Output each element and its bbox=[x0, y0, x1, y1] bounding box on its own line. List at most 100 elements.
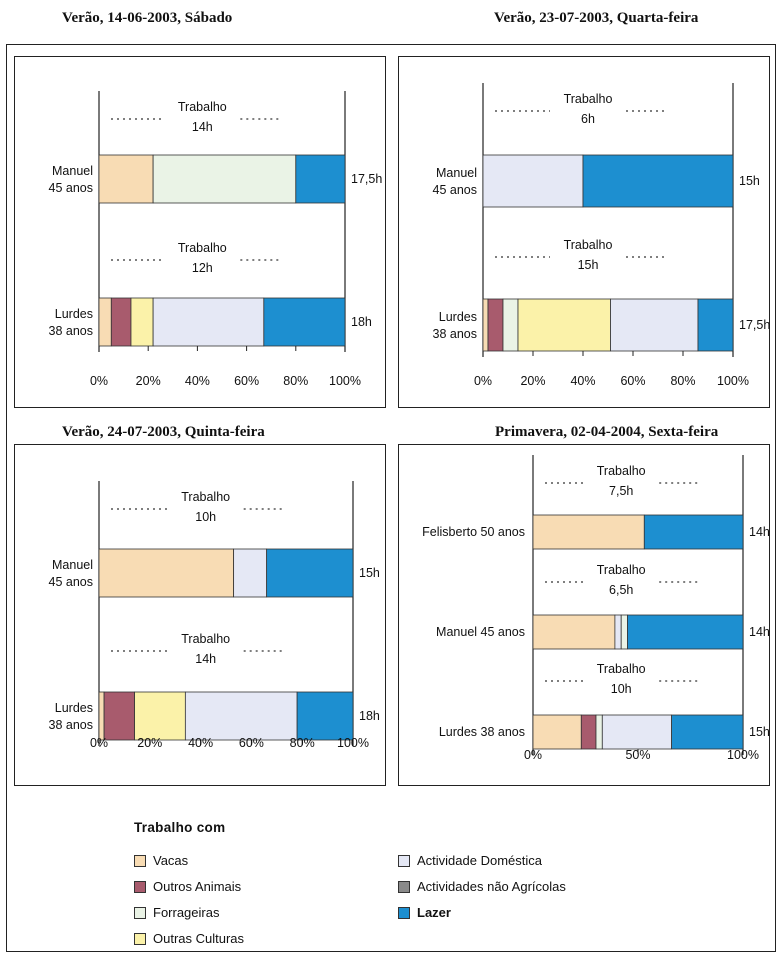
row-total-label: 14h bbox=[749, 525, 770, 539]
legend-item-outras-culturas: Outras Culturas bbox=[134, 931, 244, 946]
legend-label-outros-animais: Outros Animais bbox=[153, 879, 242, 894]
work-hours-label: 6h bbox=[581, 112, 595, 126]
bar-segment-lazer bbox=[296, 691, 354, 741]
x-tick-label: 80% bbox=[290, 736, 315, 750]
bar-segment-vacas bbox=[482, 298, 489, 352]
x-tick-label: 100% bbox=[337, 736, 369, 750]
row-total-label: 15h bbox=[359, 566, 380, 580]
legend-item-vacas: Vacas bbox=[134, 853, 188, 868]
work-label: Trabalho bbox=[597, 662, 646, 676]
bar-segment-forrageiras bbox=[152, 154, 297, 204]
chart-1-svg: Manuel 45 anos 17,5h Trabalho 14h Lurdes 38 an… bbox=[49, 91, 382, 388]
work-label: Trabalho bbox=[178, 100, 227, 114]
row-total-label: 14h bbox=[749, 625, 770, 639]
x-tick-label: 100% bbox=[329, 374, 361, 388]
work-hours-label: 14h bbox=[192, 120, 213, 134]
work-hours-label: 6,5h bbox=[609, 583, 633, 597]
x-tick-label: 0% bbox=[524, 748, 542, 762]
bar-segment-lazer bbox=[266, 548, 354, 598]
bar-segment-vacas bbox=[532, 614, 616, 650]
x-tick-label: 80% bbox=[283, 374, 308, 388]
bar-segment-actividade-domestica bbox=[184, 691, 298, 741]
bar-segment-lazer bbox=[671, 714, 744, 750]
chart-4-svg: Felisberto 50 anos 14h Trabalho 7,5h Manuel … bbox=[422, 455, 770, 762]
x-tick-label: 20% bbox=[137, 736, 162, 750]
x-tick-label: 40% bbox=[188, 736, 213, 750]
x-tick-label: 40% bbox=[570, 374, 595, 388]
legend-item-actividade-domestica: Actividade Doméstica bbox=[398, 853, 542, 868]
legend-label-vacas: Vacas bbox=[153, 853, 189, 868]
bar-segment-lazer bbox=[263, 297, 346, 347]
row-total-label: 18h bbox=[351, 315, 372, 329]
work-hours-label: 15h bbox=[578, 258, 599, 272]
legend-swatch-lazer bbox=[398, 906, 410, 919]
panel-title-4: Primavera, 02-04-2004, Sexta-feira bbox=[495, 424, 719, 440]
x-tick-label: 0% bbox=[90, 736, 108, 750]
row-total-label: 15h bbox=[749, 725, 770, 739]
x-tick-label: 60% bbox=[620, 374, 645, 388]
bar-segment-actividade-domestica bbox=[152, 297, 265, 347]
bar-segment-outras-culturas bbox=[130, 297, 154, 347]
work-label: Trabalho bbox=[181, 490, 230, 504]
bar-segment-forrageiras bbox=[620, 614, 628, 650]
bar-segment-actividade-domestica bbox=[482, 154, 584, 208]
panel-title-1: Verão, 14-06-2003, Sábado bbox=[62, 10, 233, 26]
chart-3-svg: Manuel 45 anos 15h Trabalho 10h Lurdes 38 anos… bbox=[49, 481, 380, 750]
row-total-label: 18h bbox=[359, 709, 380, 723]
bar-segment-vacas bbox=[98, 297, 112, 347]
bar-segment-actividade-domestica bbox=[610, 298, 699, 352]
chart-panel-1: Manuel 45 anos 17,5h Trabalho 14h Lurdes 38 an… bbox=[14, 56, 386, 408]
legend-swatch-outras-culturas bbox=[134, 932, 146, 945]
panel-title-2: Verão, 23-07-2003, Quarta-feira bbox=[494, 10, 699, 26]
work-label: Trabalho bbox=[564, 92, 613, 106]
x-tick-label: 20% bbox=[520, 374, 545, 388]
bar-segment-outros-animais bbox=[580, 714, 597, 750]
bar-segment-vacas bbox=[98, 154, 154, 204]
row-label: Lurdes 38 anos bbox=[49, 307, 93, 338]
x-tick-label: 0% bbox=[90, 374, 108, 388]
legend-label-forrageiras: Forrageiras bbox=[153, 905, 220, 920]
row-label: Manuel 45 anos bbox=[433, 166, 477, 197]
work-hours-label: 7,5h bbox=[609, 484, 633, 498]
row-label: Lurdes 38 anos bbox=[433, 310, 477, 341]
legend-heading: Trabalho com bbox=[134, 820, 226, 835]
legend-label-outras-culturas: Outras Culturas bbox=[153, 931, 245, 946]
legend-item-lazer: Lazer bbox=[398, 905, 451, 920]
panel-title-3: Verão, 24-07-2003, Quinta-feira bbox=[62, 424, 265, 440]
row-total-label: 17,5h bbox=[351, 172, 382, 186]
legend-label-actividades-nao-agricolas: Actividades não Agrícolas bbox=[417, 879, 566, 894]
legend-label-actividade-domestica: Actividade Doméstica bbox=[417, 853, 542, 868]
row-label: Lurdes 38 anos bbox=[49, 701, 93, 732]
bar-segment-actividade-domestica bbox=[601, 714, 673, 750]
bar-segment-lazer bbox=[697, 298, 734, 352]
work-label: Trabalho bbox=[597, 563, 646, 577]
bar-segment-vacas bbox=[98, 691, 105, 741]
bar-segment-outras-culturas bbox=[517, 298, 611, 352]
chart-panel-3: Manuel 45 anos 15h Trabalho 10h Lurdes 38 anos… bbox=[14, 444, 386, 786]
legend-item-forrageiras: Forrageiras bbox=[134, 905, 219, 920]
bar-segment-actividade-domestica bbox=[614, 614, 622, 650]
bar-segment-lazer bbox=[643, 514, 744, 550]
bar-segment-lazer bbox=[295, 154, 346, 204]
bar-segment-outros-animais bbox=[103, 691, 135, 741]
x-tick-label: 0% bbox=[474, 374, 492, 388]
x-tick-label: 80% bbox=[670, 374, 695, 388]
bar-segment-lazer bbox=[627, 614, 744, 650]
work-label: Trabalho bbox=[178, 241, 227, 255]
figure-frame bbox=[6, 44, 776, 952]
work-label: Trabalho bbox=[564, 238, 613, 252]
bar-segment-outros-animais bbox=[487, 298, 504, 352]
x-tick-label: 50% bbox=[625, 748, 650, 762]
work-label: Trabalho bbox=[597, 464, 646, 478]
row-label: Manuel 45 anos bbox=[49, 558, 93, 589]
legend-swatch-actividade-domestica bbox=[398, 854, 410, 867]
row-total-label: 17,5h bbox=[739, 318, 770, 332]
work-label: Trabalho bbox=[181, 632, 230, 646]
x-tick-label: 60% bbox=[234, 374, 259, 388]
bar-segment-vacas bbox=[532, 514, 645, 550]
legend-swatch-outros-animais bbox=[134, 880, 146, 893]
bar-segment-vacas bbox=[532, 714, 582, 750]
x-tick-label: 60% bbox=[239, 736, 264, 750]
row-total-label: 15h bbox=[739, 174, 760, 188]
row-label: Lurdes 38 anos bbox=[439, 725, 525, 739]
